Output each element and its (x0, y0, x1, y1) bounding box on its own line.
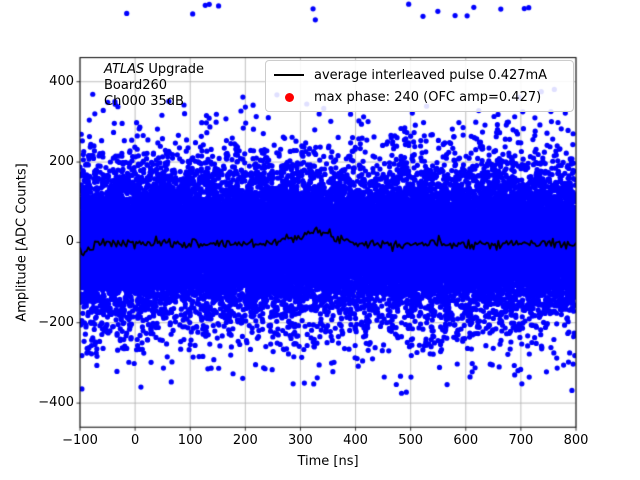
x-tick-label: 400 (343, 433, 368, 448)
annotation: ATLAS Upgrade Board260 Ch000 35dB (104, 62, 204, 110)
legend-entry-max-phase: max phase: 240 (OFC amp=0.427) (274, 87, 565, 107)
legend-handle (274, 92, 304, 102)
x-tick-label: 200 (232, 433, 258, 448)
legend-handle (274, 74, 304, 76)
max-phase-dot-icon (284, 92, 294, 102)
average-line-icon (274, 74, 304, 76)
annotation-line-3: Ch000 35dB (104, 94, 184, 109)
y-tick-label: −400 (38, 395, 74, 411)
y-tick-label: 200 (49, 154, 74, 170)
legend: average interleaved pulse 0.427mA max ph… (265, 60, 574, 112)
annotation-atlas: ATLAS (104, 62, 145, 77)
x-tick-label: 0 (130, 433, 140, 448)
y-axis-label: Amplitude [ADC Counts] (14, 163, 30, 322)
legend-label-average: average interleaved pulse 0.427mA (314, 67, 548, 83)
x-axis-label: Time [ns] (297, 454, 359, 469)
legend-entry-average: average interleaved pulse 0.427mA (274, 65, 565, 85)
x-tick-label: 500 (398, 433, 424, 448)
x-tick-label: 300 (288, 433, 313, 448)
x-tick-label: −100 (62, 433, 98, 448)
y-tick-label: 400 (49, 73, 74, 89)
annotation-line-2: Board260 (104, 78, 168, 93)
annotation-upgrade: Upgrade (144, 62, 204, 77)
y-tick-label: −200 (38, 314, 74, 330)
legend-label-max-phase: max phase: 240 (OFC amp=0.427) (314, 89, 542, 105)
x-tick-label: 700 (508, 433, 534, 448)
x-tick-label: 600 (453, 433, 479, 448)
x-tick-label: 800 (563, 433, 589, 448)
annotation-line-1: ATLAS Upgrade (104, 62, 204, 78)
x-tick-label: 100 (177, 433, 203, 448)
y-tick-label: 0 (65, 234, 74, 250)
